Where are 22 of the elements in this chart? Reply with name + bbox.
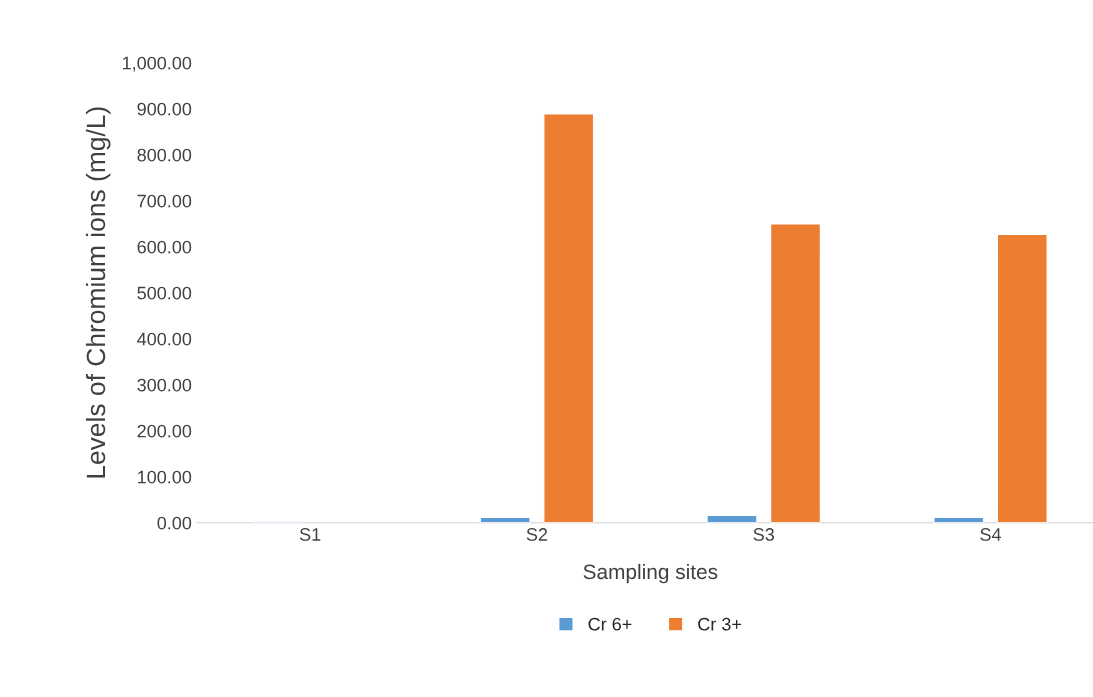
x-tick-label: S2 — [526, 528, 548, 541]
y-tick-label: 1,000.00 — [122, 56, 192, 72]
y-tick-label: 600.00 — [137, 240, 192, 254]
y-tick-label: 200.00 — [137, 424, 192, 438]
legend-label: Cr 6+ — [588, 617, 632, 631]
y-tick-label: 900.00 — [137, 102, 192, 116]
y-tick-label: 400.00 — [137, 332, 192, 346]
bar — [996, 233, 1048, 523]
x-tick-label: S4 — [980, 528, 1002, 541]
y-tick-label: 0.00 — [157, 516, 192, 530]
y-tick-label: 300.00 — [137, 378, 192, 392]
y-tick-label: 800.00 — [137, 148, 192, 162]
bar — [769, 223, 822, 523]
y-tick-label: 100.00 — [138, 470, 192, 484]
y-tick-label: 500.00 — [137, 286, 192, 300]
y-axis-title: Levels of Chromium ions (mg/L) — [85, 107, 111, 478]
legend-label: Cr 3+ — [698, 617, 742, 631]
x-tick-label: S3 — [753, 528, 774, 541]
bar — [543, 113, 595, 523]
x-tick-label: S1 — [299, 528, 321, 541]
y-tick-label: 700.00 — [137, 194, 192, 208]
x-axis-title: Sampling sites — [583, 563, 718, 584]
